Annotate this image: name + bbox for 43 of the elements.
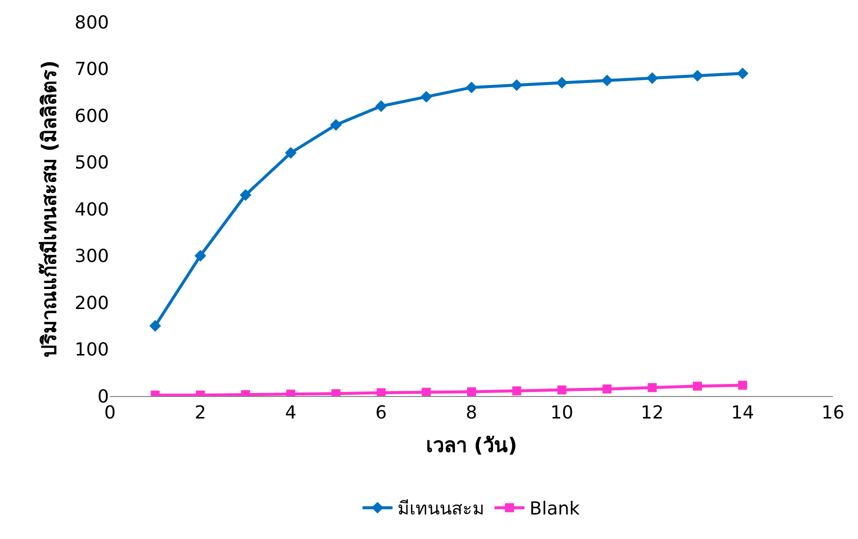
point — [240, 189, 252, 201]
x-axis-title: เวลา (วัน) — [426, 433, 518, 458]
x-tick-label: 2 — [194, 402, 206, 424]
point — [557, 385, 566, 394]
point — [284, 147, 297, 159]
point — [601, 74, 613, 86]
point — [420, 90, 432, 103]
point — [648, 383, 657, 392]
point — [738, 380, 748, 390]
point — [466, 82, 478, 94]
point — [376, 388, 386, 396]
point — [736, 68, 748, 80]
point — [510, 79, 523, 91]
point — [692, 70, 704, 82]
legend-label: Blank — [530, 498, 580, 520]
point — [149, 320, 162, 332]
legend-label: มีเทนนสะม — [398, 498, 484, 520]
y-tick-label: 100 — [74, 340, 109, 361]
y-tick-label: 200 — [74, 292, 109, 314]
x-tick-label: 4 — [285, 402, 296, 424]
point — [646, 72, 658, 84]
x-tick-label: 6 — [375, 402, 387, 424]
x-tick-label: 8 — [466, 402, 478, 424]
x-tick-label: 14 — [731, 402, 754, 424]
y-tick-label: 800 — [74, 12, 109, 34]
point — [556, 76, 568, 89]
point — [194, 250, 206, 262]
point — [422, 388, 431, 396]
y-tick-label: 700 — [74, 59, 109, 80]
x-tick-label: 10 — [550, 402, 574, 424]
y-tick-label: 300 — [74, 246, 109, 268]
point — [330, 119, 342, 131]
point — [512, 386, 522, 396]
x-tick-label: 16 — [822, 402, 844, 424]
point — [602, 384, 612, 394]
point — [467, 387, 476, 396]
y-tick-label: 500 — [74, 152, 109, 174]
point — [375, 100, 387, 112]
y-tick-label: 400 — [74, 199, 109, 220]
x-tick-label: 12 — [640, 402, 664, 424]
point — [692, 382, 702, 391]
y-tick-label: 600 — [74, 106, 109, 127]
y-axis-title: ปริมาณแก๊สมีเทนสะสม (มิลลิลิตร) — [37, 60, 62, 358]
